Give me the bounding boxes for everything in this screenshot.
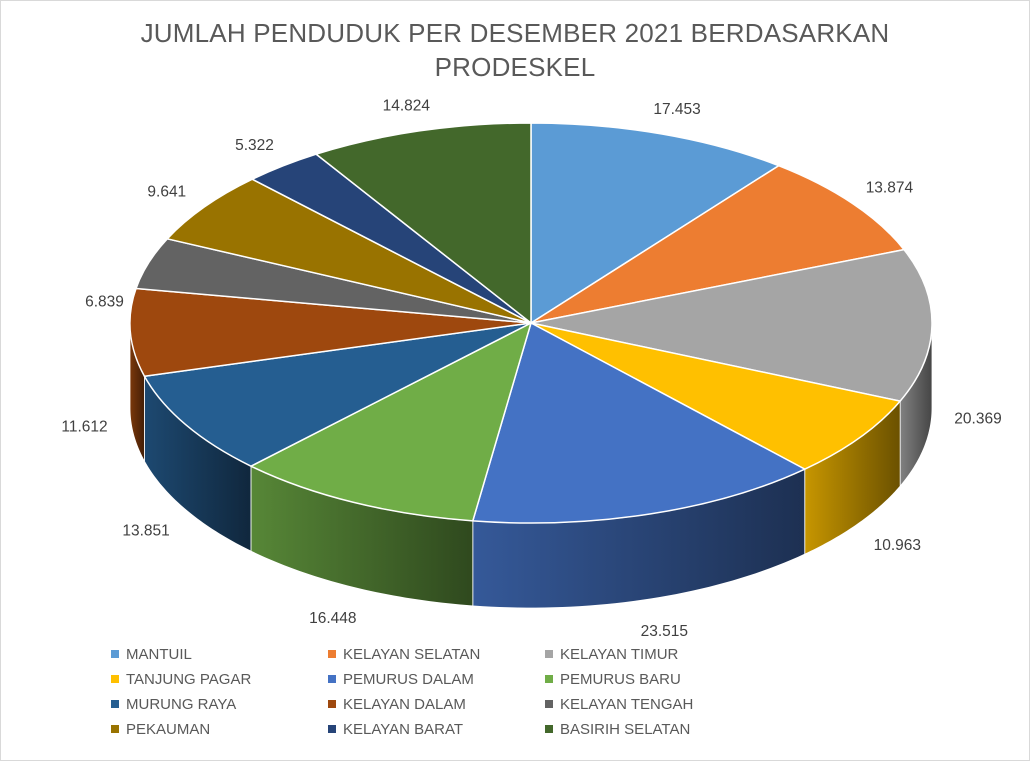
data-label-kelayan-tengah: 6.839 bbox=[85, 294, 124, 311]
legend-label: KELAYAN SELATAN bbox=[343, 645, 481, 663]
pie-slice-kelayan-timur bbox=[530, 248, 933, 402]
legend-swatch bbox=[545, 725, 553, 733]
chart-title-line-1: JUMLAH PENDUDUK PER DESEMBER 2021 BERDAS… bbox=[140, 18, 890, 48]
legend-swatch bbox=[328, 675, 336, 683]
data-label-kelayan-barat: 5.322 bbox=[235, 137, 274, 154]
data-label-basirih-selatan: 14.824 bbox=[383, 98, 431, 115]
pie-slice-murung-raya bbox=[143, 322, 532, 467]
pie-slice-tanjung-pagar bbox=[530, 322, 901, 470]
chart-title-line-2: PRODESKEL bbox=[434, 52, 596, 82]
pie-slice-pemurus-baru bbox=[250, 322, 532, 522]
data-label-kelayan-dalam: 11.612 bbox=[61, 418, 107, 435]
pie-tops bbox=[129, 122, 933, 524]
legend-item-murung-raya: MURUNG RAYA bbox=[111, 694, 328, 714]
legend-item-pemurus-baru: PEMURUS BARU bbox=[545, 669, 762, 689]
legend-item-kelayan-dalam: KELAYAN DALAM bbox=[328, 694, 545, 714]
data-label-murung-raya: 13.851 bbox=[122, 522, 169, 539]
data-label-mantuil: 17.453 bbox=[653, 101, 700, 118]
legend-label: KELAYAN TIMUR bbox=[560, 645, 679, 663]
legend-label: BASIRIH SELATAN bbox=[560, 720, 691, 738]
legend-item-kelayan-barat: KELAYAN BARAT bbox=[328, 719, 545, 739]
legend-item-pemurus-dalam: PEMURUS DALAM bbox=[328, 669, 545, 689]
legend-label: PEMURUS BARU bbox=[560, 670, 681, 688]
legend-swatch bbox=[328, 700, 336, 708]
pie-slice-pekauman bbox=[166, 178, 532, 324]
pie-slice-basirih-selatan bbox=[315, 122, 532, 324]
legend-label: PEKAUMAN bbox=[126, 720, 211, 738]
data-label-pemurus-baru: 16.448 bbox=[309, 610, 356, 627]
legend-swatch bbox=[328, 725, 336, 733]
legend-label: KELAYAN TENGAH bbox=[560, 695, 694, 713]
legend-swatch bbox=[328, 650, 336, 658]
legend-swatch bbox=[111, 650, 119, 658]
legend-swatch bbox=[545, 700, 553, 708]
legend-swatch bbox=[545, 650, 553, 658]
legend-swatch bbox=[545, 675, 553, 683]
data-label-pekauman: 9.641 bbox=[147, 184, 186, 201]
pie-slice-kelayan-dalam bbox=[129, 287, 532, 377]
legend-item-kelayan-timur: KELAYAN TIMUR bbox=[545, 644, 762, 664]
data-label-pemurus-dalam: 23.515 bbox=[641, 623, 688, 640]
pie-labels: 17.453 13.874 20.369 10.963 23.515 16.448 13.8… bbox=[61, 98, 1001, 641]
legend-swatch bbox=[111, 725, 119, 733]
pie-slice-pemurus-dalam bbox=[472, 322, 806, 524]
legend-swatch bbox=[111, 700, 119, 708]
legend-label: MURUNG RAYA bbox=[126, 695, 237, 713]
legend-label: KELAYAN BARAT bbox=[343, 720, 464, 738]
legend-item-basirih-selatan: BASIRIH SELATAN bbox=[545, 719, 762, 739]
legend: MANTUIL KELAYAN SELATAN KELAYAN TIMUR TANJU… bbox=[111, 644, 911, 739]
legend-item-mantuil: MANTUIL bbox=[111, 644, 328, 664]
pie-sides bbox=[129, 322, 933, 609]
data-label-kelayan-timur: 20.369 bbox=[954, 410, 1001, 427]
legend-label: TANJUNG PAGAR bbox=[126, 670, 252, 688]
data-label-tanjung-pagar: 10.963 bbox=[874, 537, 921, 554]
legend-item-tanjung-pagar: TANJUNG PAGAR bbox=[111, 669, 328, 689]
legend-item-pekauman: PEKAUMAN bbox=[111, 719, 328, 739]
legend-label: PEMURUS DALAM bbox=[343, 670, 474, 688]
data-label-kelayan-selatan: 13.874 bbox=[866, 180, 914, 197]
legend-item-kelayan-selatan: KELAYAN SELATAN bbox=[328, 644, 545, 664]
legend-label: MANTUIL bbox=[126, 645, 192, 663]
pie-slice-mantuil bbox=[530, 122, 780, 324]
pie-slice-kelayan-selatan bbox=[530, 164, 905, 324]
legend-item-kelayan-tengah: KELAYAN TENGAH bbox=[545, 694, 762, 714]
chart-title: JUMLAH PENDUDUK PER DESEMBER 2021 BERDAS… bbox=[0, 16, 1030, 84]
legend-label: KELAYAN DALAM bbox=[343, 695, 466, 713]
legend-swatch bbox=[111, 675, 119, 683]
